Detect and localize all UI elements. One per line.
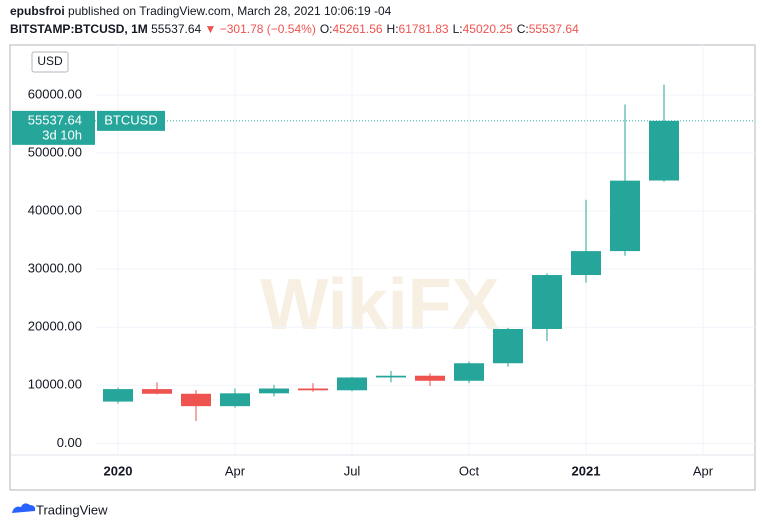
candle-body xyxy=(493,328,523,364)
x-tick-label: Apr xyxy=(693,463,714,478)
candle-body xyxy=(103,389,133,402)
candle-body xyxy=(415,375,445,381)
header-line: epubsfroi published on TradingView.com, … xyxy=(10,4,392,18)
symbol: BITSTAMP:BTCUSD, 1M xyxy=(10,22,148,36)
last-price: 55537.64 xyxy=(151,22,201,36)
y-tick-label: 20000.00 xyxy=(28,319,82,334)
price-label: 55537.64 xyxy=(28,112,82,127)
y-tick-label: 50000.00 xyxy=(28,144,82,159)
countdown: 3d 10h xyxy=(42,127,82,142)
ohlc-value: 45020.25 xyxy=(463,22,513,36)
y-tick-label: 60000.00 xyxy=(28,86,82,101)
candle-body xyxy=(571,251,601,276)
candle-body xyxy=(220,393,250,407)
price-label-box xyxy=(12,110,95,145)
symbol-line: BITSTAMP:BTCUSD, 1M 55537.64 ▼ −301.78 (… xyxy=(10,22,579,36)
candle-body xyxy=(259,388,289,394)
y-tick-label: 0.00 xyxy=(57,435,82,450)
x-tick-label: Jul xyxy=(344,463,361,478)
candle-body xyxy=(298,388,328,391)
footer-brand: TradingView xyxy=(36,502,108,517)
ohlc-value: 61781.83 xyxy=(399,22,449,36)
candle-body xyxy=(610,180,640,252)
y-tick-label: 40000.00 xyxy=(28,203,82,218)
ohlc-label: L: xyxy=(453,22,463,36)
series-name: BTCUSD xyxy=(104,112,157,127)
x-tick-label: 2020 xyxy=(104,463,133,478)
candle-body xyxy=(532,275,562,329)
ohlc-label: H: xyxy=(387,22,399,36)
x-tick-label: Apr xyxy=(225,463,246,478)
currency: USD xyxy=(37,54,63,68)
logo xyxy=(12,503,36,513)
x-tick-label: 2021 xyxy=(572,463,601,478)
ohlc-label: O: xyxy=(320,22,333,36)
change: ▼ −301.78 (−0.54%) xyxy=(205,22,316,36)
author: epubsfroi xyxy=(10,4,65,18)
candle-body xyxy=(454,363,484,381)
chart-frame xyxy=(9,44,756,491)
y-tick-label: 30000.00 xyxy=(28,261,82,276)
y-tick-label: 10000.00 xyxy=(28,377,82,392)
ohlc-value: 55537.64 xyxy=(529,22,579,36)
currency-box xyxy=(31,51,69,73)
candle-body xyxy=(649,120,679,181)
ohlc-label: C: xyxy=(517,22,529,36)
candle-body xyxy=(181,393,211,407)
candle-body xyxy=(337,377,367,391)
watermark: WikiFX xyxy=(260,265,499,345)
candle-body xyxy=(376,375,406,378)
ohlc-value: 45261.56 xyxy=(332,22,382,36)
series-label-box xyxy=(97,110,165,131)
x-tick-label: Oct xyxy=(459,463,480,478)
candle-body xyxy=(142,389,172,394)
published: published on TradingView.com, March 28, … xyxy=(68,4,392,18)
